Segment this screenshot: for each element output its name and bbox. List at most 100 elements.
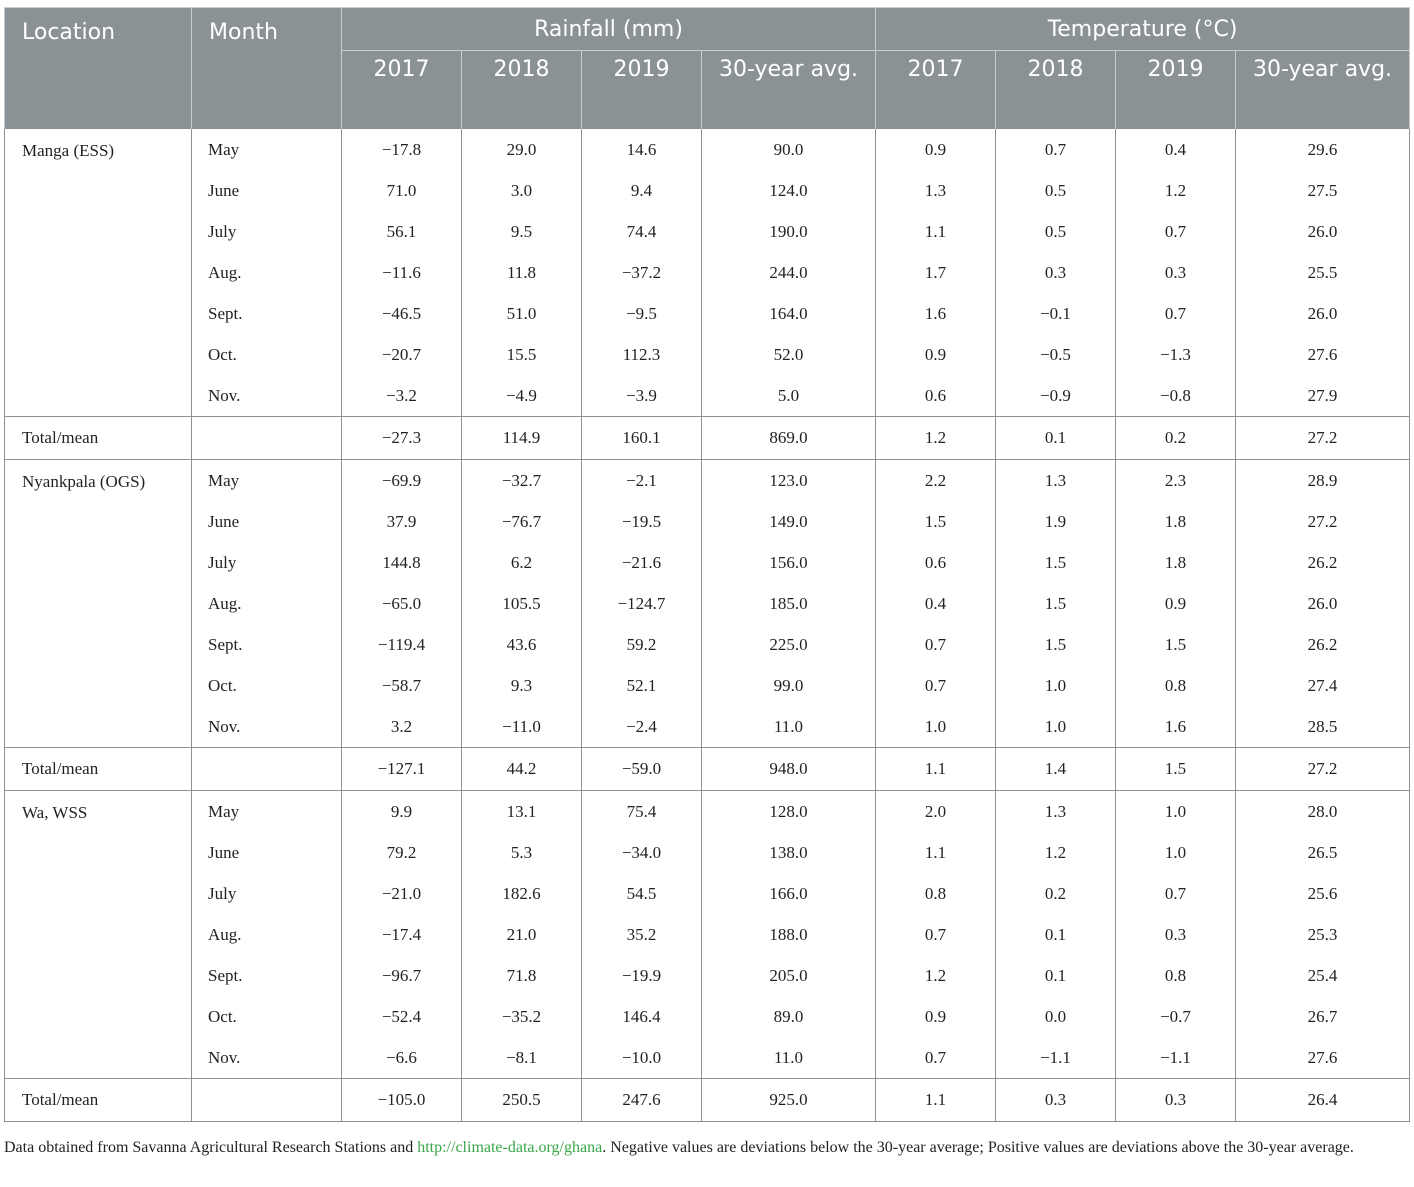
value-cell: 1.5 [875,501,996,542]
value-cell: 27.6 [1234,1037,1411,1079]
total-value-cell: 0.3 [1115,1078,1236,1122]
value-cell: 26.0 [1234,211,1411,252]
value-cell: 0.7 [1115,873,1236,914]
total-value-cell: 1.1 [875,1078,996,1122]
value-cell: 0.2 [995,873,1116,914]
total-value-cell: 27.2 [1234,747,1411,791]
value-cell: −21.6 [581,542,702,583]
table-body: Manga (ESS) May −17.8 29.0 14.6 90.0 0.9 0.7 0.4… [4,128,1411,1122]
value-cell: 74.4 [581,211,702,252]
value-cell: 1.1 [875,211,996,252]
value-cell: 90.0 [701,128,876,170]
total-value-cell: −27.3 [341,416,462,460]
table-row: Oct. −20.7 15.5 112.3 52.0 0.9 −0.5 −1.3 27.6 [5,334,1411,375]
value-cell: 59.2 [581,624,702,665]
value-cell: −37.2 [581,252,702,293]
value-cell: 0.7 [1115,211,1236,252]
value-cell: 3.0 [461,170,582,211]
value-cell: −0.5 [995,334,1116,375]
value-cell: 0.8 [1115,665,1236,706]
value-cell: 188.0 [701,914,876,955]
table-row: Aug. −17.4 21.0 35.2 188.0 0.7 0.1 0.3 25.3 [5,914,1411,955]
table-row: Sept. −96.7 71.8 −19.9 205.0 1.2 0.1 0.8 25.4 [5,955,1411,996]
value-cell: 0.0 [995,996,1116,1037]
header-location: Location [4,7,192,129]
value-cell: 15.5 [461,334,582,375]
value-cell: 1.5 [1115,624,1236,665]
value-cell: −9.5 [581,293,702,334]
value-cell: 27.5 [1234,170,1411,211]
value-cell: −0.9 [995,375,1116,417]
value-cell: 27.4 [1234,665,1411,706]
month-cell: July [191,211,342,252]
value-cell: 0.9 [875,996,996,1037]
value-cell: −0.8 [1115,375,1236,417]
value-cell: 0.1 [995,955,1116,996]
value-cell: 6.2 [461,542,582,583]
header-rain-30yr: 30-year avg. [701,50,876,129]
total-value-cell: −127.1 [341,747,462,791]
value-cell: 9.4 [581,170,702,211]
value-cell: 1.2 [1115,170,1236,211]
value-cell: 28.9 [1234,459,1411,501]
value-cell: 25.6 [1234,873,1411,914]
value-cell: 0.9 [1115,583,1236,624]
value-cell: 1.6 [1115,706,1236,748]
value-cell: −2.4 [581,706,702,748]
climate-table-container: Location Month Rainfall (mm) Temperature… [4,7,1411,1122]
total-value-cell: 1.1 [875,747,996,791]
value-cell: 1.0 [995,706,1116,748]
month-cell: May [191,790,342,832]
value-cell: 27.6 [1234,334,1411,375]
value-cell: 1.5 [995,583,1116,624]
month-cell: Aug. [191,583,342,624]
value-cell: 5.3 [461,832,582,873]
climate-data-link[interactable]: http://climate-data.org/ghana [417,1139,603,1156]
value-cell: 182.6 [461,873,582,914]
location-cell: Nyankpala (OGS) [4,459,192,748]
value-cell: 1.0 [1115,832,1236,873]
value-cell: 1.5 [995,624,1116,665]
value-cell: −58.7 [341,665,462,706]
month-cell: June [191,501,342,542]
table-row: Sept. −119.4 43.6 59.2 225.0 0.7 1.5 1.5 26.2 [5,624,1411,665]
month-cell: Oct. [191,996,342,1037]
value-cell: 27.2 [1234,501,1411,542]
value-cell: 0.7 [875,1037,996,1079]
value-cell: 156.0 [701,542,876,583]
total-label: Total/mean [4,1078,192,1122]
table-row: Aug. −65.0 105.5 −124.7 185.0 0.4 1.5 0.9 26.0 [5,583,1411,624]
value-cell: 14.6 [581,128,702,170]
month-cell: Nov. [191,1037,342,1079]
value-cell: −34.0 [581,832,702,873]
value-cell: 1.7 [875,252,996,293]
value-cell: 1.2 [995,832,1116,873]
value-cell: 54.5 [581,873,702,914]
month-cell: June [191,832,342,873]
location-cell: Manga (ESS) [4,128,192,417]
table-row: Manga (ESS) May −17.8 29.0 14.6 90.0 0.9 0.7 0.4… [4,128,1411,417]
total-label: Total/mean [4,747,192,791]
table-row: July −21.0 182.6 54.5 166.0 0.8 0.2 0.7 25.6 [5,873,1411,914]
value-cell: 28.0 [1234,790,1411,832]
value-cell: −35.2 [461,996,582,1037]
value-cell: −124.7 [581,583,702,624]
value-cell: 0.6 [875,375,996,417]
value-cell: 0.9 [875,128,996,170]
value-cell: 26.2 [1234,624,1411,665]
total-value-cell: 0.3 [995,1078,1116,1122]
value-cell: 11.8 [461,252,582,293]
header-rainfall: Rainfall (mm) [341,7,876,51]
value-cell: 1.3 [995,790,1116,832]
value-cell: 0.7 [995,128,1116,170]
total-row: Total/mean −27.3 114.9 160.1 869.0 1.2 0.1 0.2 2… [4,416,1411,460]
value-cell: 0.7 [875,624,996,665]
empty-cell [191,416,342,460]
value-cell: 0.5 [995,170,1116,211]
value-cell: 71.8 [461,955,582,996]
total-value-cell: 1.2 [875,416,996,460]
table-row: Aug. −11.6 11.8 −37.2 244.0 1.7 0.3 0.3 25.5 [5,252,1411,293]
value-cell: 11.0 [701,1037,876,1079]
value-cell: 124.0 [701,170,876,211]
table-footnote: Data obtained from Savanna Agricultural … [4,1136,1409,1160]
